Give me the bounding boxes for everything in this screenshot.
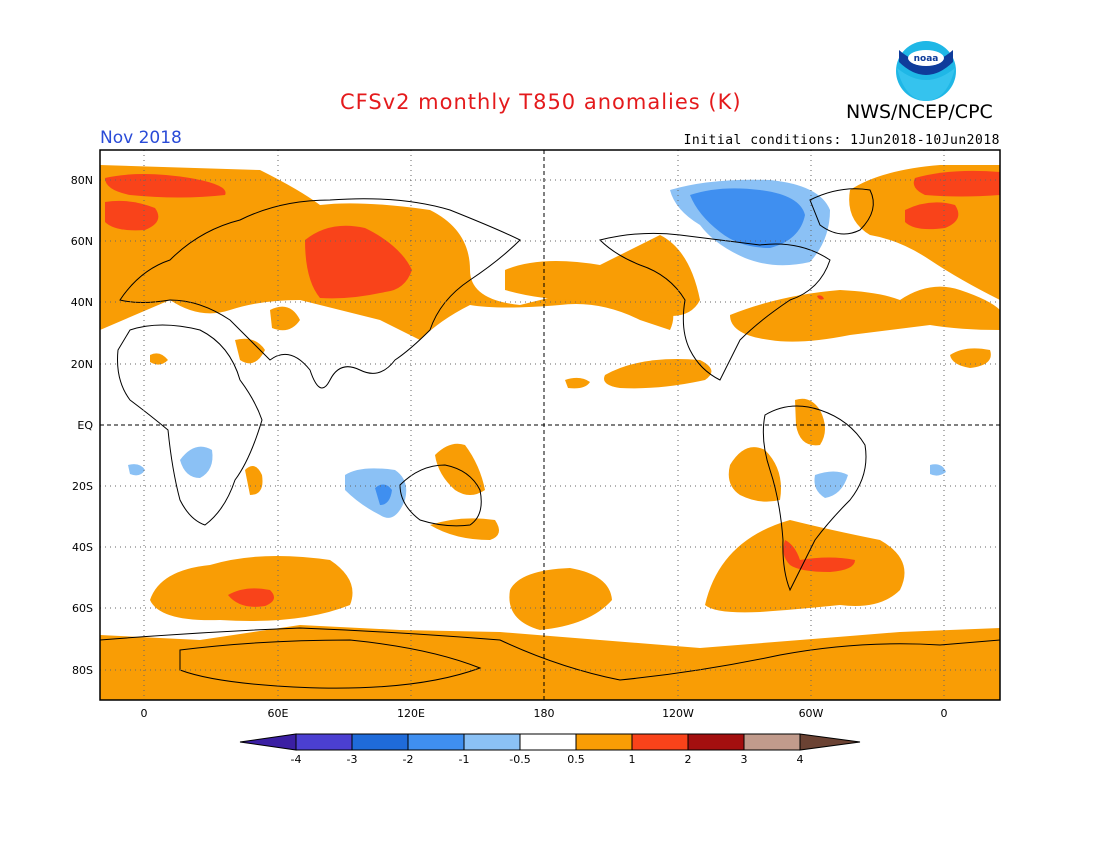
anomaly-region-warm [245,466,263,495]
anomaly-region-warm [100,625,1000,700]
anomaly-region-warm [150,353,168,365]
colorbar-label: -0.5 [509,753,530,766]
coastline-eurasia [119,198,521,389]
lon-label: 60W [799,707,824,720]
lon-label: 120W [662,707,694,720]
anomaly-region-warm [509,568,612,630]
lat-label: 40N [71,296,93,309]
anomaly-region-hot [105,200,159,231]
colorbar-label: 1 [629,753,636,766]
lon-label: 180 [534,707,555,720]
lon-label: 60E [268,707,289,720]
coastline-antarctica [100,627,1000,681]
colorbar-swatch [743,733,801,751]
lat-label: 80N [71,174,93,187]
lat-label: EQ [77,419,93,432]
colorbar-arrow-high [799,733,861,751]
colorbar-label: 0.5 [567,753,585,766]
coastline-australia [399,464,482,527]
anomaly-region-cool [814,471,848,498]
anomaly-region-warm [728,447,781,502]
anomaly-region-hot [913,170,1000,197]
colorbar-swatch [351,733,409,751]
anomaly-region-warm [730,286,1000,342]
coastline-africa [117,324,263,526]
lat-label: 80S [72,664,93,677]
lat-label: 60S [72,602,93,615]
anomaly-region-hot [905,202,959,230]
coastline-layer [100,188,1000,689]
initial-conditions-label: Initial conditions: 1Jun2018-10Jun2018 [683,133,1000,148]
valid-month-label: Nov 2018 [100,128,182,148]
anomaly-region-warm [795,398,825,446]
colorbar-swatch [631,733,689,751]
colorbar-swatch [407,733,465,751]
colorbar-swatch [463,733,521,751]
anomaly-region-cool [345,468,407,518]
anomaly-region-warm [235,338,265,364]
lon-label: 0 [141,707,148,720]
anomaly-region-cool [180,446,213,478]
lon-label: 0 [941,707,948,720]
anomaly-region-cold [375,484,392,505]
colorbar-label: -2 [403,753,414,766]
anomaly-region-cold [690,188,805,248]
logo-text: noaa [914,54,939,64]
colorbar-swatch [519,733,577,751]
anomaly-region-warm [430,518,499,540]
colorbar [239,733,861,751]
lat-label: 20N [71,358,93,371]
colorbar-swatch [575,733,633,751]
anomaly-region-cool [930,464,946,476]
colorbar-labels: -4 -3 -2 -1 -0.5 0.5 1 2 3 4 [291,753,804,766]
lat-label: 40S [72,541,93,554]
coastline-greenland [809,188,874,235]
anomaly-fill-layer [100,165,1000,700]
agency-label: NWS/NCEP/CPC [846,101,993,123]
coastline-north-america [599,232,831,381]
colorbar-arrow-low [239,733,297,751]
map-frame [99,149,1001,701]
colorbar-label: 4 [797,753,804,766]
anomaly-region-warm [950,348,991,368]
lat-label: 60N [71,235,93,248]
anomaly-region-warm [270,306,300,331]
colorbar-label: -3 [347,753,358,766]
anomaly-region-hot [783,540,855,572]
coastline-antarctica-inner [179,639,482,689]
colorbar-label: 3 [741,753,748,766]
map-title: CFSv2 monthly T850 anomalies (K) [340,90,742,114]
colorbar-label: -4 [291,753,302,766]
anomaly-region-cool [128,464,145,476]
anomaly-region-warm [435,443,485,495]
colorbar-swatch [687,733,745,751]
anomaly-region-warm [849,165,1000,300]
colorbar-label: -1 [459,753,470,766]
anomaly-region-warm [604,359,712,389]
anomaly-region-warm [565,377,590,389]
noaa-logo: noaa [896,41,956,101]
longitude-labels: 0 60E 120E 180 120W 60W 0 [141,707,948,720]
anomaly-region-hot [817,295,824,300]
lat-label: 20S [72,480,93,493]
lon-label: 120E [397,707,425,720]
coastline-south-america [762,405,867,592]
latitude-labels: 80N 60N 40N 20N EQ 20S 40S 60S 80S [71,174,94,677]
anomaly-region-hot [228,588,274,607]
colorbar-swatch [295,733,353,751]
colorbar-label: 2 [685,753,692,766]
anomaly-region-hot [305,225,412,299]
anomaly-region-warm [505,235,700,316]
